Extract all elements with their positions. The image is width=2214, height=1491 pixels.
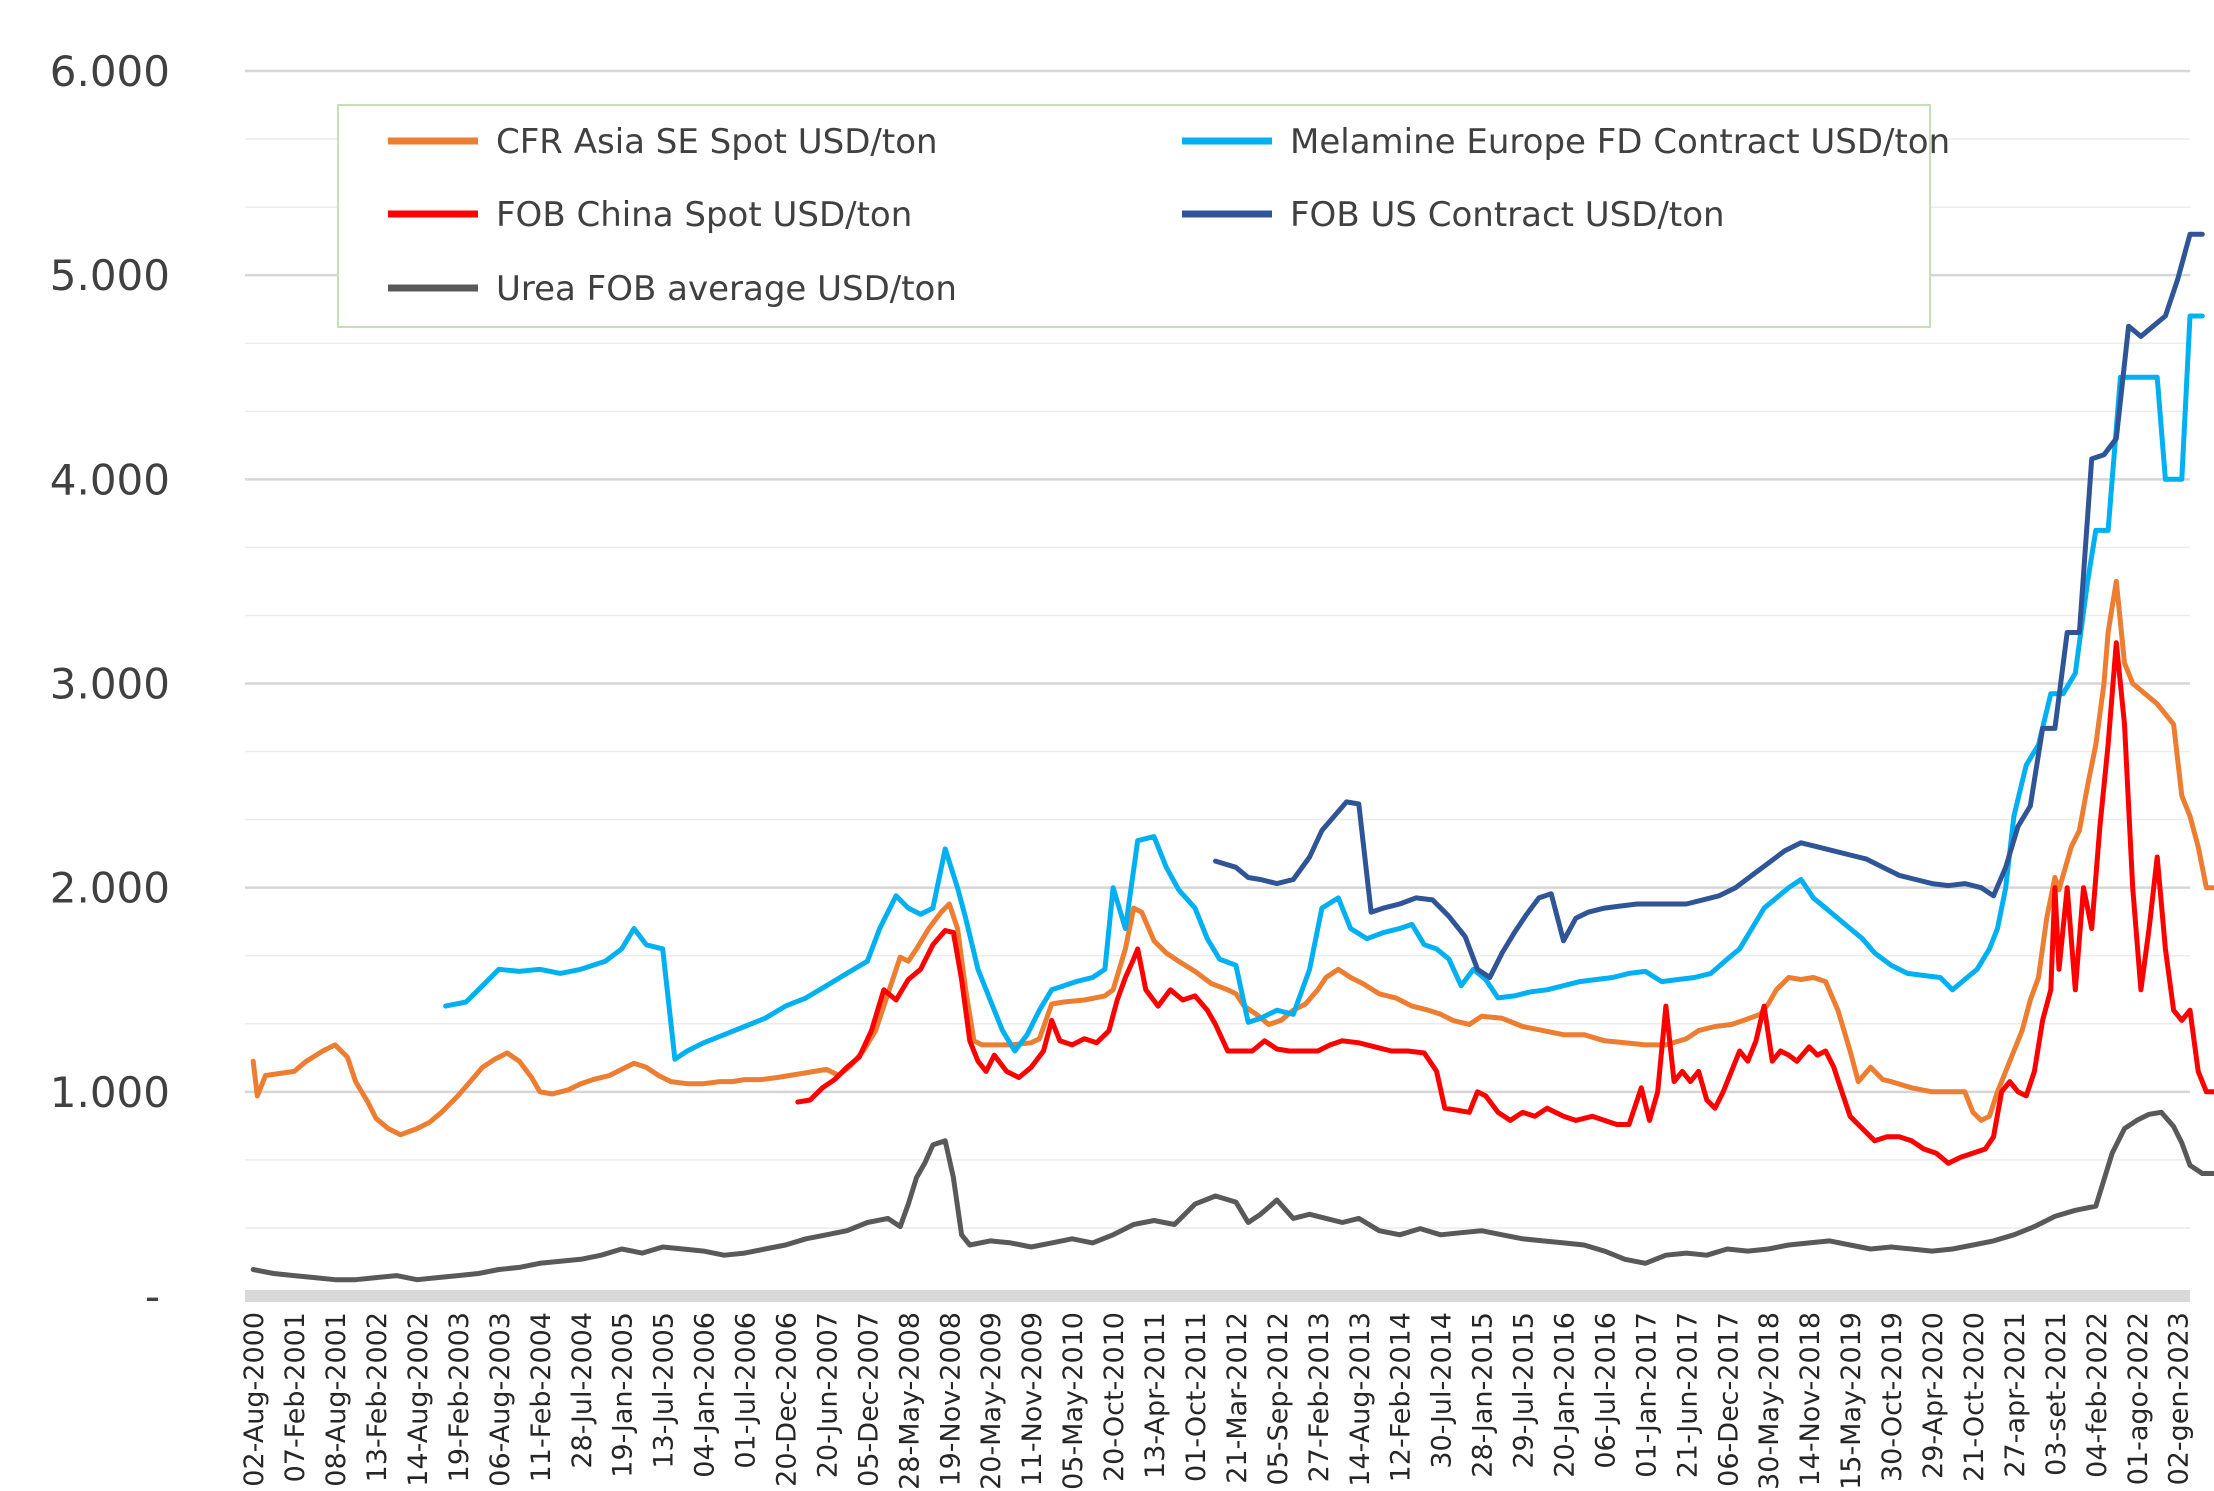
x-tick-label: 28-Jul-2004 bbox=[567, 1312, 598, 1469]
x-tick-label: 06-Jul-2016 bbox=[1590, 1312, 1621, 1469]
y-axis: - 1.000 2.000 3.000 4.000 5.000 6.000 bbox=[50, 47, 170, 1321]
x-tick-label: 02-Aug-2000 bbox=[239, 1312, 270, 1487]
x-tick-label: 12-Feb-2014 bbox=[1386, 1312, 1417, 1482]
y-tick-label: - bbox=[145, 1272, 160, 1321]
x-tick-label: 20-Dec-2006 bbox=[772, 1312, 803, 1487]
x-tick-label: 20-Jun-2007 bbox=[812, 1312, 843, 1478]
x-tick-label: 01-Jan-2017 bbox=[1631, 1312, 1662, 1478]
x-tick-label: 27-apr-2021 bbox=[2000, 1312, 2031, 1478]
x-axis: 02-Aug-2000 07-Feb-2001 08-Aug-2001 13-Feb-… bbox=[239, 1290, 2195, 1490]
x-tick-label: 13-Jul-2005 bbox=[649, 1312, 680, 1469]
y-tick-label: 1.000 bbox=[50, 1068, 170, 1117]
series-lines bbox=[250, 231, 2214, 1283]
x-tick-label: 19-Nov-2008 bbox=[935, 1312, 966, 1487]
x-tick-label: 29-Apr-2020 bbox=[1918, 1312, 1949, 1479]
y-tick-label: 2.000 bbox=[50, 864, 170, 913]
legend-label-fob-china: FOB China Spot USD/ton bbox=[496, 195, 912, 235]
x-tick-label: 04-feb-2022 bbox=[2082, 1312, 2113, 1478]
y-tick-label: 6.000 bbox=[50, 47, 170, 96]
x-tick-label: 13-Feb-2002 bbox=[362, 1312, 393, 1482]
x-tick-label: 03-set-2021 bbox=[2041, 1312, 2072, 1476]
legend-box bbox=[337, 104, 1931, 328]
x-tick-label: 11-Nov-2009 bbox=[1017, 1312, 1048, 1487]
x-tick-label: 11-Feb-2004 bbox=[526, 1312, 557, 1482]
series-line-3 bbox=[443, 313, 2205, 1062]
x-tick-label: 29-Jul-2015 bbox=[1509, 1312, 1540, 1469]
x-tick-label: 13-Apr-2011 bbox=[1140, 1312, 1171, 1479]
x-tick-label: 30-Oct-2019 bbox=[1877, 1312, 1908, 1482]
x-tick-label: 01-Jul-2006 bbox=[731, 1312, 762, 1469]
x-tick-label: 05-Sep-2012 bbox=[1263, 1312, 1294, 1485]
x-tick-label: 19-Feb-2003 bbox=[444, 1312, 475, 1482]
y-tick-label: 5.000 bbox=[50, 251, 170, 300]
x-tick-label: 19-Jan-2005 bbox=[608, 1312, 639, 1478]
x-tick-label: 14-Nov-2018 bbox=[1795, 1312, 1826, 1487]
legend-label-cfr-asia: CFR Asia SE Spot USD/ton bbox=[496, 122, 938, 162]
x-tick-label: 07-Feb-2001 bbox=[280, 1312, 311, 1482]
x-tick-label: 20-Oct-2010 bbox=[1099, 1312, 1130, 1482]
series-line-1 bbox=[795, 640, 2214, 1166]
x-tick-label: 21-Oct-2020 bbox=[1959, 1312, 1990, 1482]
x-tick-label: 01-Oct-2011 bbox=[1181, 1312, 1212, 1482]
x-tick-label: 30-Jul-2014 bbox=[1427, 1312, 1458, 1469]
x-tick-label: 05-May-2010 bbox=[1058, 1312, 1089, 1490]
x-tick-label: 28-May-2008 bbox=[894, 1312, 925, 1490]
series-line-4 bbox=[1213, 231, 2205, 980]
x-tick-label: 27-Feb-2013 bbox=[1304, 1312, 1335, 1482]
x-tick-label: 15-May-2019 bbox=[1836, 1312, 1867, 1490]
x-tick-label: 06-Aug-2003 bbox=[485, 1312, 516, 1487]
x-tick-label: 04-Jan-2006 bbox=[690, 1312, 721, 1478]
x-tick-label: 14-Aug-2013 bbox=[1345, 1312, 1376, 1487]
legend-label-urea: Urea FOB average USD/ton bbox=[496, 269, 957, 309]
legend: CFR Asia SE Spot USD/ton Melamine Europe… bbox=[337, 104, 1950, 328]
x-tick-label: 30-May-2018 bbox=[1754, 1312, 1785, 1490]
x-tick-label: 21-Jun-2017 bbox=[1672, 1312, 1703, 1478]
legend-label-melamine-europe: Melamine Europe FD Contract USD/ton bbox=[1290, 122, 1950, 162]
x-tick-label: 21-Mar-2012 bbox=[1222, 1312, 1253, 1484]
x-tick-label: 20-Jan-2016 bbox=[1550, 1312, 1581, 1478]
x-tick-label: 05-Dec-2007 bbox=[853, 1312, 884, 1487]
legend-label-fob-us: FOB US Contract USD/ton bbox=[1290, 195, 1725, 235]
x-tick-label: 08-Aug-2001 bbox=[321, 1312, 352, 1487]
series-line-2 bbox=[250, 1109, 2214, 1283]
x-tick-label: 06-Dec-2017 bbox=[1713, 1312, 1744, 1487]
y-tick-label: 4.000 bbox=[50, 455, 170, 504]
x-tick-label: 01-ago-2022 bbox=[2123, 1312, 2154, 1485]
x-tick-label: 14-Aug-2002 bbox=[403, 1312, 434, 1487]
x-tick-label: 20-May-2009 bbox=[976, 1312, 1007, 1490]
x-tick-label: 02-gen-2023 bbox=[2164, 1312, 2195, 1485]
x-tick-label: 28-Jan-2015 bbox=[1468, 1312, 1499, 1478]
y-tick-label: 3.000 bbox=[50, 660, 170, 709]
